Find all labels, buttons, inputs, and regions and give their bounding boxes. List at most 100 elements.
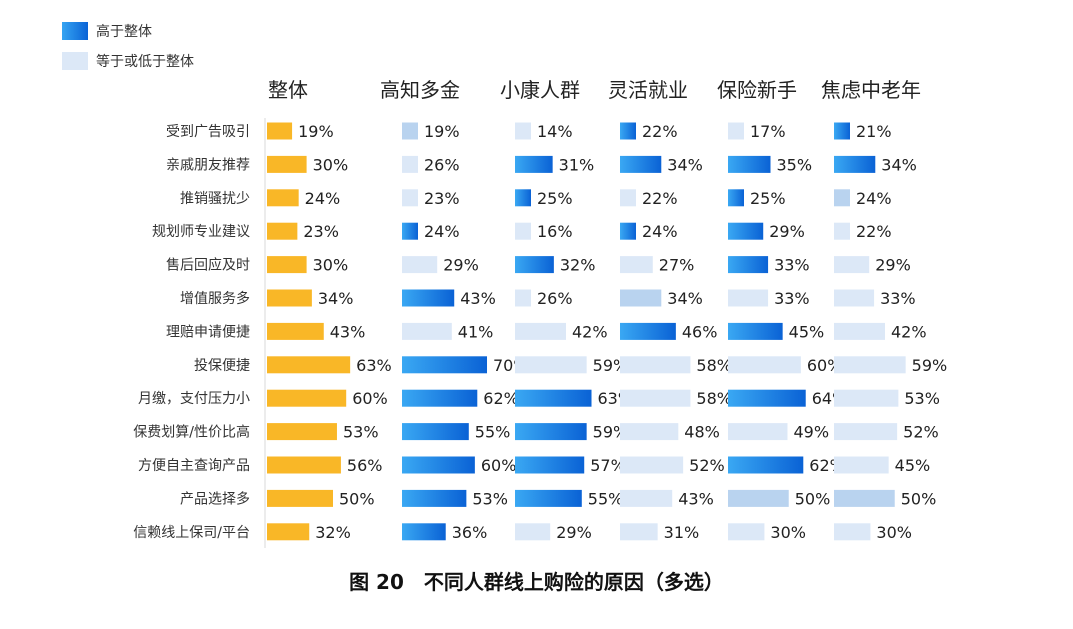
bar bbox=[515, 222, 531, 240]
bar bbox=[515, 189, 531, 207]
data-label: 52% bbox=[689, 456, 725, 475]
data-label: 58% bbox=[696, 356, 732, 375]
bar bbox=[620, 456, 684, 474]
data-label: 22% bbox=[856, 222, 892, 241]
bar bbox=[728, 322, 783, 340]
data-label: 19% bbox=[298, 122, 334, 141]
bar bbox=[515, 256, 554, 274]
legend-label-below: 等于或低于整体 bbox=[96, 54, 194, 70]
bar bbox=[515, 356, 587, 374]
bar bbox=[515, 122, 531, 140]
bar bbox=[402, 256, 438, 274]
category-label: 规划师专业建议 bbox=[152, 224, 250, 240]
data-label: 45% bbox=[895, 456, 931, 475]
bar bbox=[728, 489, 789, 507]
data-label: 42% bbox=[891, 322, 927, 341]
group-header: 整体 bbox=[268, 78, 308, 102]
data-label: 53% bbox=[472, 489, 508, 508]
bar bbox=[515, 523, 551, 541]
bar bbox=[620, 122, 636, 140]
bar bbox=[515, 289, 531, 307]
bar bbox=[267, 322, 324, 340]
bar bbox=[834, 122, 850, 140]
bar bbox=[267, 423, 337, 441]
legend-label-above: 高于整体 bbox=[96, 24, 152, 40]
category-label: 信赖线上保司/平台 bbox=[133, 525, 250, 541]
bar bbox=[620, 489, 673, 507]
bar bbox=[402, 523, 446, 541]
data-label: 21% bbox=[856, 122, 892, 141]
bar bbox=[834, 356, 906, 374]
category-label: 增值服务多 bbox=[180, 290, 250, 307]
data-label: 59% bbox=[593, 356, 629, 375]
data-label: 34% bbox=[667, 289, 703, 308]
bar bbox=[402, 389, 478, 407]
data-label: 53% bbox=[904, 389, 940, 408]
data-label: 22% bbox=[642, 122, 678, 141]
bar bbox=[620, 356, 691, 374]
data-label: 30% bbox=[876, 523, 912, 542]
data-label: 50% bbox=[795, 489, 831, 508]
bar bbox=[620, 322, 676, 340]
data-label: 42% bbox=[572, 322, 608, 341]
bar bbox=[515, 389, 592, 407]
data-label: 24% bbox=[305, 189, 341, 208]
data-label: 34% bbox=[667, 155, 703, 174]
bar bbox=[728, 523, 765, 541]
data-label: 35% bbox=[777, 155, 813, 174]
data-label: 14% bbox=[537, 122, 573, 141]
bar bbox=[267, 456, 341, 474]
category-label: 理赔申请便捷 bbox=[166, 324, 250, 340]
bar bbox=[620, 256, 653, 274]
bar bbox=[834, 155, 876, 173]
data-label: 31% bbox=[664, 523, 700, 542]
bar bbox=[402, 122, 418, 140]
data-label: 45% bbox=[789, 322, 825, 341]
bar bbox=[267, 489, 333, 507]
bar bbox=[834, 456, 889, 474]
bar bbox=[834, 289, 875, 307]
bar bbox=[620, 189, 636, 207]
bar bbox=[728, 256, 769, 274]
data-label: 58% bbox=[696, 389, 732, 408]
bar bbox=[515, 155, 553, 173]
bar bbox=[267, 256, 307, 274]
bar bbox=[267, 389, 347, 407]
data-label: 60% bbox=[352, 389, 388, 408]
data-label: 24% bbox=[424, 222, 460, 241]
data-label: 57% bbox=[590, 456, 626, 475]
data-label: 55% bbox=[475, 423, 511, 442]
legend-swatch-below bbox=[62, 52, 88, 70]
legend-item-above: 高于整体 bbox=[62, 20, 194, 42]
bar bbox=[267, 523, 310, 541]
bar bbox=[267, 222, 298, 240]
bar bbox=[515, 322, 567, 340]
bar bbox=[620, 523, 658, 541]
bar bbox=[728, 222, 764, 240]
data-label: 26% bbox=[424, 155, 460, 174]
category-label: 方便自主查询产品 bbox=[138, 458, 250, 474]
category-label: 产品选择多 bbox=[180, 490, 250, 507]
data-label: 23% bbox=[424, 189, 460, 208]
data-label: 49% bbox=[794, 423, 830, 442]
data-label: 29% bbox=[769, 222, 805, 241]
bar bbox=[402, 222, 418, 240]
data-label: 43% bbox=[678, 489, 714, 508]
data-label: 19% bbox=[424, 122, 460, 141]
data-label: 33% bbox=[774, 256, 810, 275]
data-label: 32% bbox=[560, 256, 596, 275]
bar bbox=[402, 356, 488, 374]
bar bbox=[515, 456, 585, 474]
bar bbox=[834, 222, 850, 240]
legend-swatch-above bbox=[62, 22, 88, 40]
data-label: 43% bbox=[330, 322, 366, 341]
data-label: 26% bbox=[537, 289, 573, 308]
data-label: 59% bbox=[593, 423, 629, 442]
bar bbox=[620, 222, 636, 240]
bar bbox=[728, 456, 804, 474]
data-label: 30% bbox=[313, 155, 349, 174]
data-label: 16% bbox=[537, 222, 573, 241]
group-header: 焦虑中老年 bbox=[821, 78, 921, 102]
category-label: 投保便捷 bbox=[194, 358, 250, 374]
bar bbox=[515, 489, 582, 507]
